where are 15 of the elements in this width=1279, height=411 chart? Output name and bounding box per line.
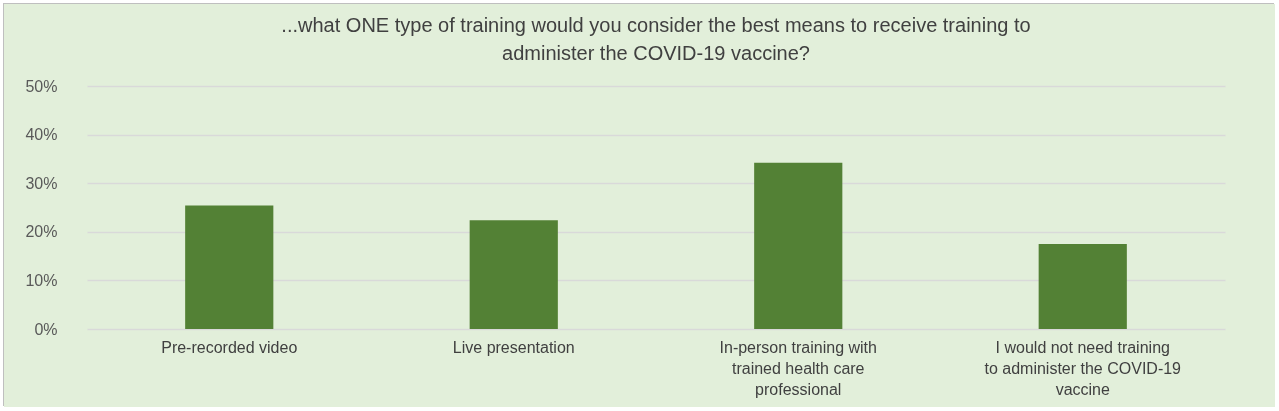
y-tick-label: 50% — [25, 77, 58, 95]
bar — [1038, 243, 1127, 329]
y-tick-label: 40% — [25, 126, 58, 144]
y-tick-label: 0% — [34, 320, 58, 338]
x-tick-label: Pre-recorded video — [161, 338, 298, 356]
bar — [185, 205, 274, 329]
y-tick-label: 10% — [25, 271, 58, 289]
x-tick-label: I would not need training to administer the COVID-19 vaccine — [984, 338, 1182, 398]
y-tick-label: 20% — [25, 223, 58, 241]
chart-title: ...what ONE type of training would you consider the best means to receive training to administer the COVID-19 vaccine? — [281, 14, 1031, 64]
bar — [469, 220, 558, 329]
x-tick-label: Live presentation — [452, 338, 575, 356]
x-tick-label: In-person training with trained health care professional — [719, 338, 877, 398]
bar — [754, 162, 843, 329]
y-tick-label: 30% — [25, 174, 58, 192]
